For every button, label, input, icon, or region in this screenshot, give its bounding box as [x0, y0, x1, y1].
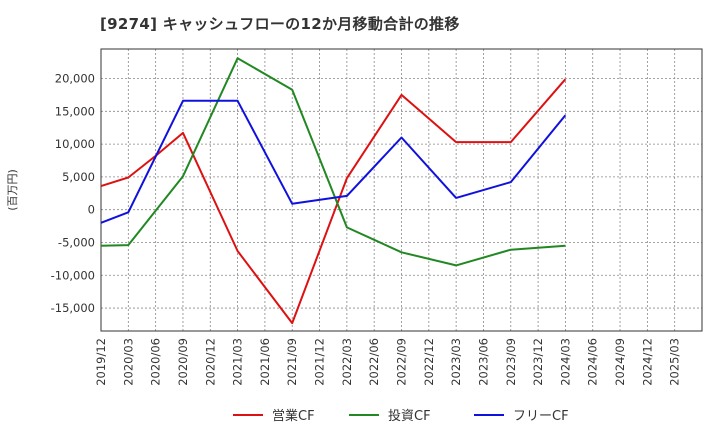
series-line — [100, 99, 567, 224]
x-tick-label: 2024/03 — [558, 338, 572, 386]
x-tick-label: 2022/06 — [367, 338, 381, 386]
x-tick-label: 2021/12 — [313, 338, 327, 386]
series-line — [100, 78, 567, 325]
x-tick-label: 2023/09 — [504, 338, 518, 386]
x-tick-label: 2020/03 — [121, 338, 135, 386]
x-tick-label: 2019/12 — [94, 338, 108, 386]
plot-frame — [100, 48, 703, 332]
x-tick-label: 2022/09 — [395, 338, 409, 386]
y-tick-label: 5,000 — [62, 170, 95, 184]
x-tick-label: 2021/06 — [258, 338, 272, 386]
x-tick-label: 2023/03 — [449, 338, 463, 386]
x-tick-label: 2024/09 — [613, 338, 627, 386]
y-tick-label: 10,000 — [55, 137, 95, 151]
y-axis-label: (百万円) — [6, 169, 19, 211]
series-line — [100, 57, 566, 267]
legend-label: フリーCF — [513, 409, 569, 424]
x-tick-label: 2024/12 — [640, 338, 654, 386]
x-tick-label: 2025/03 — [668, 338, 682, 386]
x-tick-label: 2021/09 — [285, 338, 299, 386]
chart-title: [9274] キャッシュフローの12か月移動合計の推移 — [100, 15, 460, 33]
y-tick-label: -5,000 — [58, 235, 95, 249]
x-tick-label: 2021/03 — [231, 338, 245, 386]
x-tick-label: 2022/12 — [422, 338, 436, 386]
x-tick-label: 2022/03 — [340, 338, 354, 386]
x-tick-label: 2024/06 — [586, 338, 600, 386]
x-tick-label: 2020/12 — [203, 338, 217, 386]
y-tick-label: -15,000 — [51, 301, 95, 315]
y-tick-label: 15,000 — [55, 104, 95, 118]
x-tick-label: 2020/09 — [176, 338, 190, 386]
legend-label: 投資CF — [388, 408, 431, 424]
y-tick-label: 0 — [88, 203, 95, 217]
y-tick-label: -10,000 — [51, 268, 95, 282]
x-tick-label: 2023/12 — [531, 338, 545, 386]
legend-label: 営業CF — [272, 408, 315, 424]
x-tick-label: 2020/06 — [149, 338, 163, 386]
y-tick-label: 20,000 — [55, 72, 95, 86]
x-tick-label: 2023/06 — [476, 338, 490, 386]
